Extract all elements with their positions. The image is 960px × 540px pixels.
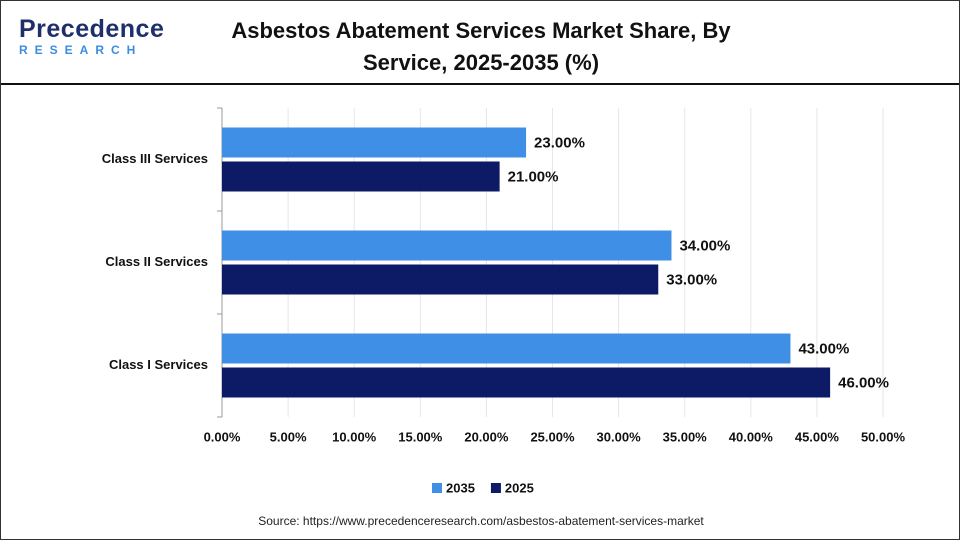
bar [222,230,672,261]
value-label: 34.00% [679,237,730,254]
x-tick-label: 50.00% [861,429,906,444]
x-tick-label: 20.00% [464,429,509,444]
source: Source: https://www.precedenceresearch.c… [258,514,704,528]
value-label: 23.00% [534,134,585,151]
x-tick-label: 5.00% [270,429,307,444]
chart-title: Asbestos Abatement Services Market Share… [231,18,731,75]
logo-name: Precedence [19,15,165,43]
x-tick-label: 25.00% [530,429,575,444]
value-label: 33.00% [666,271,717,288]
value-label: 43.00% [798,340,849,357]
logo: Precedence RESEARCH [19,15,169,57]
value-label: 21.00% [508,168,559,185]
bar [222,367,831,398]
logo-tagline: RESEARCH [19,43,143,57]
legend-label: 2035 [446,480,475,495]
x-tick-label: 0.00% [204,429,241,444]
x-tick-label: 40.00% [729,429,774,444]
bar [222,264,659,295]
bar [222,161,500,192]
legend-swatch [490,483,501,493]
x-tick-label: 10.00% [332,429,377,444]
value-label: 46.00% [838,374,889,391]
y-tick-label: Class II Services [105,254,208,269]
header-rule [1,83,959,85]
bar [222,333,791,364]
x-tick-label: 30.00% [597,429,642,444]
bar [222,127,527,158]
y-tick-label: Class III Services [102,151,208,166]
x-tick-label: 35.00% [663,429,708,444]
legend-swatch [432,483,442,493]
x-tick-label: 15.00% [398,429,443,444]
legend-label: 2025 [505,480,534,495]
x-tick-label: 45.00% [795,429,840,444]
y-tick-label: Class I Services [109,357,208,372]
